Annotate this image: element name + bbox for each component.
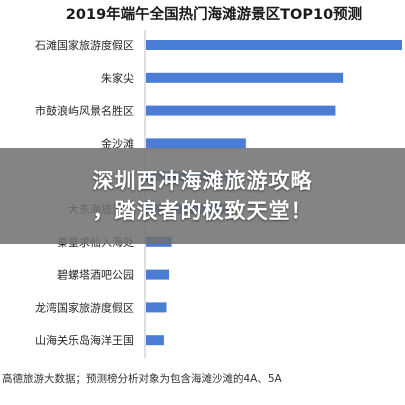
category-label: 龙湾国家旅游度假区 [35,300,134,314]
category-label: 山海关乐岛海洋王国 [35,333,134,347]
category-label: 碧螺塔酒吧公园 [57,269,134,282]
chart-footnote: 高德旅游大数据；预测榜分析对象为包含海滩沙滩的4A、5A [2,372,283,385]
bar [146,269,170,280]
bar [146,335,164,346]
article-title-banner: 深圳西冲海滩旅游攻略 ，踏浪者的极致天堂！ [0,148,405,244]
category-label: 市鼓浪屿风景名胜区 [35,104,134,118]
bar [146,105,336,116]
bar [146,138,246,149]
category-label: 石滩国家旅游度假区 [35,38,134,52]
banner-title-line-2: ，踏浪者的极致天堂！ [92,199,313,223]
category-label: 朱家尖 [101,71,134,85]
bar [146,302,167,313]
chart-title: 2019年端午全国热门海滩游景区TOP10预测 [66,5,362,23]
category-label: 金沙滩 [101,136,134,150]
bar [146,40,402,50]
bar [146,72,344,83]
banner-title-line-1: 深圳西冲海滩旅游攻略 [92,169,313,193]
